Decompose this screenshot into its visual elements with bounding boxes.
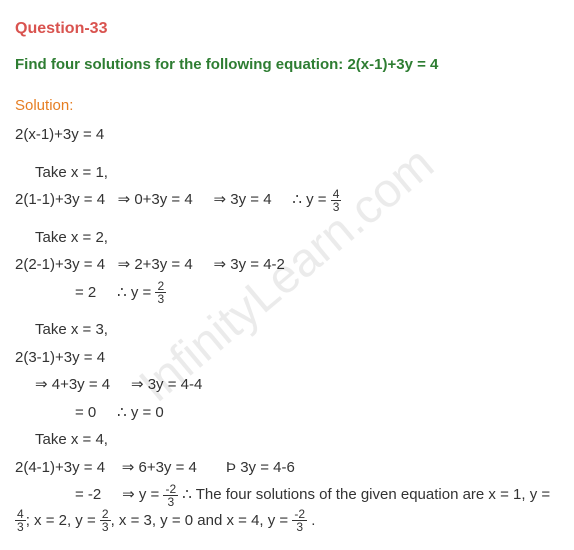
case3-p4: = 0 [75, 404, 96, 421]
case4-p4: = -2 [15, 482, 101, 508]
case2-p1: 2(2-1)+3y = 4 [15, 256, 105, 273]
conclusion-b: ; x = 2, y = [26, 512, 100, 529]
case1-take: Take x = 1, [15, 160, 559, 186]
case4-work2: = -2 ⇒ y = -23 ∴ The four solutions of t… [15, 482, 559, 533]
case3-work3: = 0 ∴ y = 0 [15, 400, 559, 426]
case2-p5a: ∴ y = [117, 284, 155, 301]
case2-work2: = 2 ∴ y = 23 [15, 280, 559, 306]
case2-frac: 23 [155, 280, 166, 305]
case4-p2: ⇒ 6+3y = 4 [122, 459, 197, 476]
case2-take: Take x = 2, [15, 225, 559, 251]
case1-p1: 2(1-1)+3y = 4 [15, 191, 105, 208]
case4-p5a: ⇒ y = [122, 486, 163, 503]
case4-p1: 2(4-1)+3y = 4 [15, 459, 105, 476]
conc-frac2: 23 [100, 508, 111, 533]
case1-p4a: ∴ y = [292, 191, 330, 208]
case3-work1: 2(3-1)+3y = 4 [15, 345, 559, 371]
problem-statement: Find four solutions for the following eq… [15, 52, 559, 78]
case3-take: Take x = 3, [15, 317, 559, 343]
case4-take: Take x = 4, [15, 427, 559, 453]
case2-p4: = 2 [75, 284, 96, 301]
conclusion-c: , x = 3, y = 0 and x = 4, y = [111, 512, 293, 529]
case2-p2: ⇒ 2+3y = 4 [118, 256, 193, 273]
case1-frac: 43 [331, 188, 342, 213]
case1-p3: ⇒ 3y = 4 [214, 191, 272, 208]
case3-work2: ⇒ 4+3y = 4 ⇒ 3y = 4-4 [15, 372, 559, 398]
case2-work1: 2(2-1)+3y = 4 ⇒ 2+3y = 4 ⇒ 3y = 4-2 [15, 252, 559, 278]
equation-start: 2(x-1)+3y = 4 [15, 122, 559, 148]
case1-p2: ⇒ 0+3y = 4 [118, 191, 193, 208]
conc-frac1: 43 [15, 508, 26, 533]
solution-label: Solution: [15, 93, 559, 119]
case3-p3: ⇒ 3y = 4-4 [131, 376, 202, 393]
case4-frac: -23 [163, 483, 178, 508]
question-label: Question-33 [15, 15, 559, 42]
conclusion-a: ∴ The four solutions of the given equati… [178, 486, 550, 503]
case1-work: 2(1-1)+3y = 4 ⇒ 0+3y = 4 ⇒ 3y = 4 ∴ y = … [15, 187, 559, 213]
case3-p2: ⇒ 4+3y = 4 [35, 376, 110, 393]
case3-p5: ∴ y = 0 [117, 404, 164, 421]
conc-frac3: -23 [292, 508, 307, 533]
case2-p3: ⇒ 3y = 4-2 [214, 256, 285, 273]
case4-work1: 2(4-1)+3y = 4 ⇒ 6+3y = 4 Þ 3y = 4-6 [15, 455, 559, 481]
case4-p3: Þ 3y = 4-6 [226, 459, 295, 476]
conclusion-d: . [307, 512, 315, 529]
